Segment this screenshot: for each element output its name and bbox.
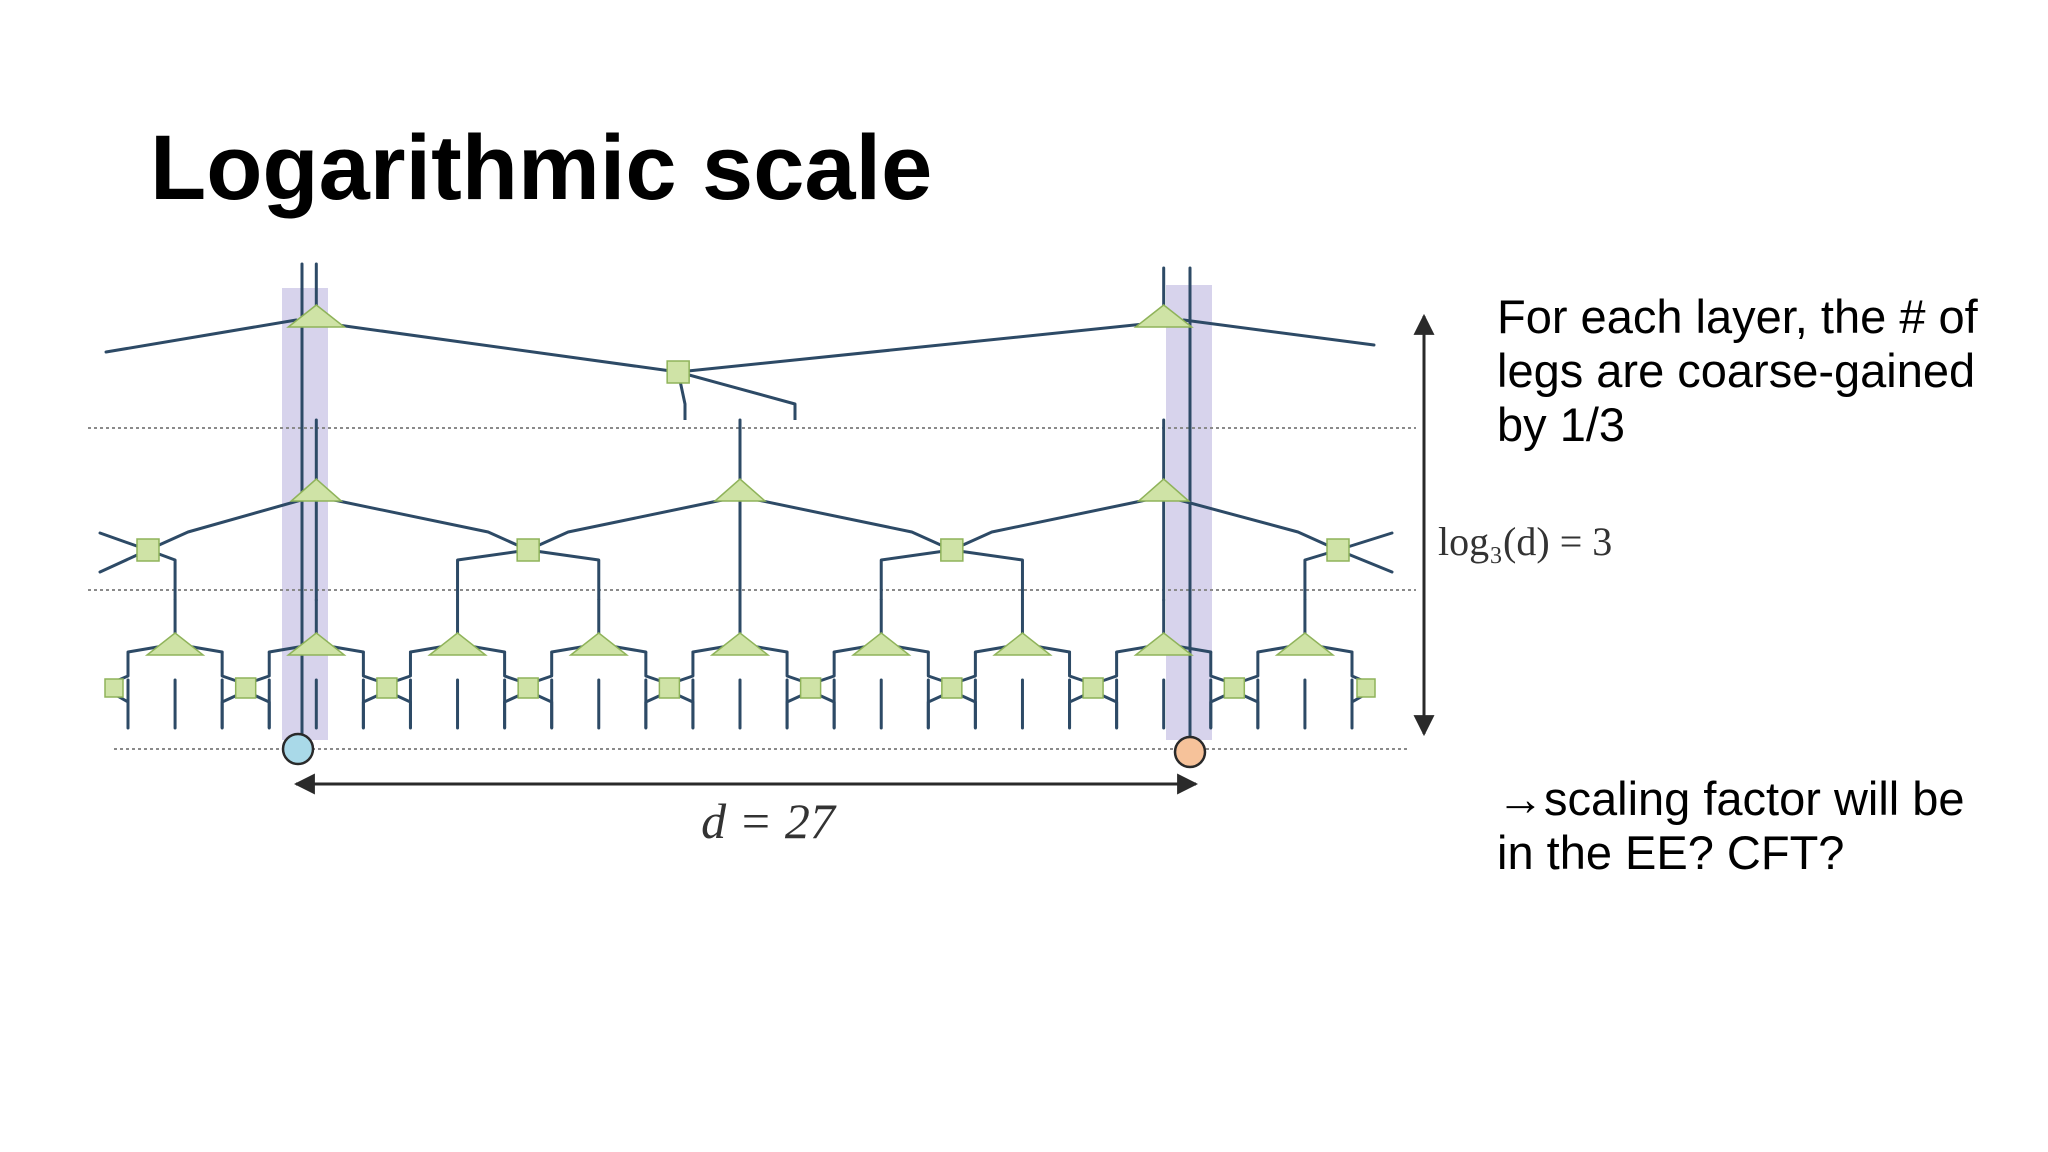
bond-line <box>392 652 412 684</box>
bond-line <box>677 370 797 420</box>
note-line: in the EE? CFT? <box>1497 826 1845 879</box>
isometry-tensor <box>713 478 767 502</box>
slide-title: Logarithmic scale <box>150 117 933 219</box>
bond-line <box>785 652 806 684</box>
bond-line <box>251 652 271 684</box>
bond-line <box>644 692 665 728</box>
bond-line <box>104 318 298 354</box>
network-bonds <box>98 262 1394 742</box>
bond-line <box>1350 652 1367 684</box>
isometry-tensor <box>992 632 1053 656</box>
note-line: For each layer, the # of <box>1497 290 1978 343</box>
bond-line <box>220 652 241 684</box>
bond-line <box>1209 692 1229 728</box>
bond-line <box>879 548 953 600</box>
bond-line <box>815 692 836 728</box>
note-line: by 1/3 <box>1497 398 1626 451</box>
disentangler-tensor <box>136 538 160 562</box>
bond-line <box>1239 652 1260 684</box>
bond-line <box>392 692 412 728</box>
bond-line <box>926 652 947 684</box>
bond-line <box>1068 692 1088 728</box>
bond-line <box>456 548 529 600</box>
isometry-tensor <box>144 632 206 656</box>
scaling-factor-note: →scaling factor will be in the EE? CFT? <box>1497 772 2037 880</box>
bond-line <box>147 496 309 552</box>
bond-line <box>926 692 947 728</box>
bond-line <box>533 692 554 728</box>
network-tensors <box>104 304 1376 699</box>
disentangler-tensor <box>104 678 124 698</box>
bond-line <box>1068 652 1088 684</box>
highlighted-sites <box>281 732 1207 769</box>
bond-line <box>957 692 977 728</box>
bond-line <box>674 652 695 684</box>
bond-line <box>527 548 601 600</box>
bond-line <box>674 692 695 728</box>
disentangler-tensor <box>234 677 257 699</box>
bond-line <box>113 692 130 728</box>
disentangler-tensor <box>516 538 540 562</box>
bond-line <box>676 320 1166 374</box>
disentangler-tensor <box>1082 677 1104 699</box>
bond-line <box>361 652 382 684</box>
isometry-tensor <box>286 304 347 328</box>
disentangler-tensor <box>1326 538 1350 562</box>
bond-line <box>1350 692 1367 728</box>
disentangler-tensor <box>940 538 964 562</box>
highlight-column-left <box>282 288 328 740</box>
depth-label: log₃(d) = 3 <box>1438 519 1612 564</box>
disentangler-tensor <box>941 677 963 699</box>
site-marker-right <box>1173 735 1207 769</box>
isometry-tensor <box>851 632 912 656</box>
disentangler-tensor <box>658 677 681 699</box>
bond-line <box>1239 692 1260 728</box>
site-marker-left <box>281 732 315 766</box>
note-line: →scaling factor will be <box>1497 772 1965 825</box>
bond-line <box>951 548 1024 600</box>
bond-line <box>314 320 680 374</box>
disentangler-tensor <box>799 677 822 699</box>
isometry-tensor <box>709 632 771 656</box>
coarse-graining-note: For each layer, the # of legs are coarse… <box>1497 290 2037 452</box>
isometry-tensor <box>289 478 344 502</box>
bond-line <box>747 496 953 552</box>
isometry-tensor <box>427 632 488 656</box>
bond-line <box>220 692 241 728</box>
isometry-tensor <box>286 632 347 656</box>
bond-line <box>251 692 271 728</box>
bond-line <box>533 652 554 684</box>
bond-line <box>1209 652 1229 684</box>
isometry-tensor <box>1133 632 1194 656</box>
disentangler-tensor <box>517 677 539 699</box>
bond-line <box>1098 692 1119 728</box>
annotations: d = 27 log₃(d) = 3 <box>293 313 1612 849</box>
bond-line <box>503 692 523 728</box>
disentangler-tensor <box>1356 678 1376 698</box>
bond-line <box>785 692 806 728</box>
isometry-tensor <box>1274 632 1336 656</box>
bond-line <box>1182 318 1376 347</box>
highlight-columns <box>282 285 1212 740</box>
bond-line <box>113 652 130 684</box>
disentangler-tensor <box>376 677 398 699</box>
bond-line <box>1098 652 1119 684</box>
bond-line <box>816 652 836 684</box>
bond-line <box>1171 496 1339 552</box>
note-line: legs are coarse-gained <box>1497 344 1976 397</box>
disentangler-tensor <box>1223 677 1246 699</box>
bond-line <box>644 652 664 684</box>
isometry-tensor <box>568 632 629 656</box>
disentangler-tensor <box>666 360 690 384</box>
distance-label: d = 27 <box>701 793 837 849</box>
bond-line <box>361 692 382 728</box>
bond-line <box>503 652 523 684</box>
bond-line <box>527 496 733 552</box>
bond-line <box>951 496 1156 552</box>
bond-line <box>957 652 977 684</box>
isometry-tensor <box>1136 478 1191 502</box>
bond-line <box>324 496 529 552</box>
isometry-tensor <box>1133 304 1194 328</box>
